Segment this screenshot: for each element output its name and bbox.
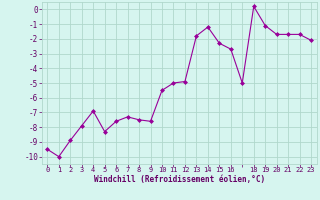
X-axis label: Windchill (Refroidissement éolien,°C): Windchill (Refroidissement éolien,°C): [94, 175, 265, 184]
